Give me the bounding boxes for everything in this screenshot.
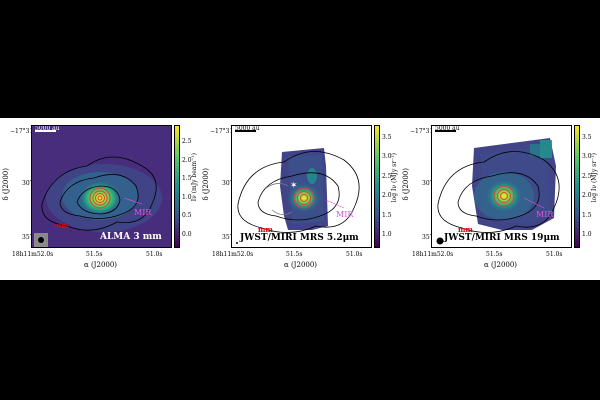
colorbar-ticks: 1.0 1.5 2.0 2.5 3.0 3.5 [382,134,392,238]
ra-axis-label: α (J2000) [84,261,118,269]
ra-tick-mid: 51.5s [286,251,303,258]
colorbar-label: Iν (mJy beam⁻¹) [191,153,198,202]
colorbar [374,125,380,248]
jwst-5um-map: ✶ [235,130,360,244]
ra-tick-left: 18h11m52.0s [12,251,54,258]
colorbar [574,125,580,248]
colorbar-ticks: 0.0 0.5 1.0 1.5 2.0 2.5 [182,138,192,238]
colorbar [174,125,180,248]
scalebar-label: 5000 au [435,125,460,132]
colorbar-tick: 3.5 [582,134,592,141]
colorbar-tick: 1.0 [182,193,192,201]
ra-tick-left: 18h11m52.0s [212,251,254,258]
ra-tick-mid: 51.5s [486,251,503,258]
alma-map [32,126,171,247]
colorbar-tick: 1.5 [182,175,192,183]
image-frame: ✶ 5000 au MIR mm JWST/MIRI MRS 5.2μm [231,125,372,248]
dec-tick-mid: 30″ [22,180,32,187]
figure-strip: δ (J2000) −17°31′25″ 30″ 35″ [0,118,600,280]
colorbar-tick: 3.0 [582,153,592,161]
scalebar-label: 5000 au [235,125,260,132]
image-frame: 5000 au MIR mm ALMA 3 mm [31,125,172,248]
colorbar-tick: 0.5 [182,212,192,220]
mm-label: mm [458,225,473,234]
dec-axis-label: δ (J2000) [402,168,410,201]
dec-axis-label: δ (J2000) [202,168,210,201]
dec-tick-mid: 30″ [222,180,232,187]
dec-axis-label: δ (J2000) [2,168,10,201]
colorbar-tick: 3.5 [382,134,392,141]
panel-title: ALMA 3 mm [100,232,162,242]
ra-tick-right: 51.0s [346,251,363,258]
panel-title: JWST/MIRI MRS 19μm [444,233,560,243]
colorbar-tick: 2.5 [182,138,192,145]
mir-label: MIR [134,208,152,217]
dec-tick-bot: 35″ [22,234,32,241]
colorbar-ticks: 1.0 1.5 2.0 2.5 3.0 3.5 [582,134,592,238]
ra-tick-right: 51.0s [146,251,163,258]
colorbar-tick: 2.0 [382,192,392,200]
ra-axis-label: α (J2000) [484,261,518,269]
colorbar-label: log Iν (MJy sr⁻¹) [591,153,598,203]
colorbar-tick: 1.5 [582,211,592,219]
mm-label: mm [258,225,273,234]
jwst-19um-map [435,130,560,245]
colorbar-tick: 2.5 [582,172,592,180]
colorbar-tick: 2.0 [582,192,592,200]
scalebar-label: 5000 au [35,125,60,132]
dec-tick-top: −17°31′25″ [410,128,445,135]
mm-label: mm [54,221,69,230]
panel-title: JWST/MIRI MRS 5.2μm [240,233,359,243]
mir-label: MIR [536,210,554,219]
ra-tick-left: 18h11m52.0s [412,251,454,258]
dec-tick-top: −17°31′25″ [10,128,45,135]
colorbar-tick: 1.0 [382,230,392,238]
image-frame: 5000 au MIR mm JWST/MIRI MRS 19μm [431,125,572,248]
dec-tick-mid: 30″ [422,180,432,187]
ra-axis-label: α (J2000) [284,261,318,269]
dec-tick-bot: 35″ [222,234,232,241]
svg-text:✶: ✶ [290,181,298,191]
colorbar-tick: 3.0 [382,153,392,161]
panel-jwst-19um: δ (J2000) −17°31′25″ 30″ 35″ [400,118,600,280]
colorbar-label: log Iν (MJy sr⁻¹) [391,153,398,203]
colorbar-tick: 2.5 [382,172,392,180]
panel-alma: δ (J2000) −17°31′25″ 30″ 35″ [0,118,200,280]
ra-tick-right: 51.0s [546,251,563,258]
colorbar-tick: 0.0 [182,230,192,238]
dec-tick-top: −17°31′25″ [210,128,245,135]
colorbar-tick: 2.0 [182,156,192,164]
mir-label: MIR [336,210,354,219]
colorbar-tick: 1.0 [582,230,592,238]
panel-jwst-5um: δ (J2000) −17°31′25″ 30″ 35″ [200,118,400,280]
ra-tick-mid: 51.5s [86,251,103,258]
dec-tick-bot: 35″ [422,234,432,241]
colorbar-tick: 1.5 [382,211,392,219]
